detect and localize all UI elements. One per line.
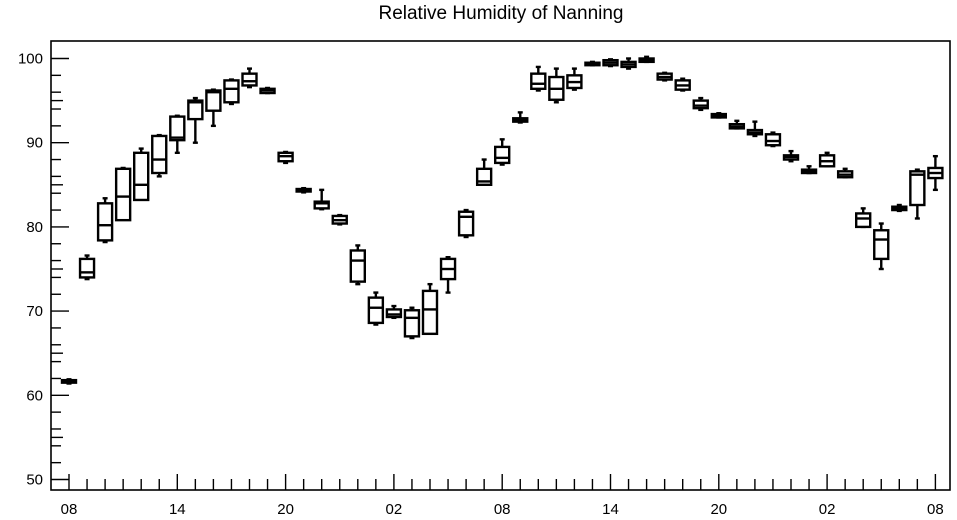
box-27 — [548, 67, 565, 104]
axes: 50 60 70 80 90 100 08 14 20 02 08 14 20 02 08 — [18, 40, 951, 518]
box-38 — [746, 120, 764, 138]
y-tick-label: 60 — [26, 387, 43, 404]
box-1 — [78, 254, 96, 281]
box-body — [223, 79, 240, 104]
box-44 — [855, 207, 872, 229]
x-tick-label: 02 — [819, 501, 836, 518]
box-3 — [114, 166, 132, 222]
box-body — [78, 257, 96, 279]
box-body — [421, 289, 439, 336]
box-32 — [638, 55, 655, 64]
box-43 — [836, 167, 854, 179]
x-tick-label: 14 — [602, 501, 619, 518]
box-body — [494, 145, 511, 165]
box-18 — [385, 304, 403, 320]
x-tick-label: 08 — [927, 501, 944, 518]
box-body — [132, 151, 150, 202]
box-23 — [475, 158, 493, 187]
box-10 — [241, 67, 258, 89]
box-body — [151, 134, 168, 175]
box-29 — [584, 60, 601, 67]
box-19 — [403, 306, 421, 340]
x-tick-label: 20 — [277, 501, 294, 518]
y-tick-label: 50 — [26, 472, 43, 489]
box-body — [873, 229, 890, 261]
box-body — [187, 99, 204, 121]
box-body — [349, 249, 366, 283]
box-body — [367, 296, 385, 325]
box-35 — [692, 96, 709, 112]
box-body — [403, 309, 421, 338]
box-31 — [620, 57, 637, 70]
box-15 — [331, 213, 348, 226]
box-body — [241, 72, 258, 87]
box-body — [205, 89, 222, 112]
box-body — [855, 212, 872, 229]
box-42 — [818, 151, 836, 168]
box-28 — [566, 67, 583, 91]
box-body — [313, 200, 330, 210]
box-34 — [674, 77, 691, 92]
box-21 — [439, 256, 457, 294]
box-6 — [169, 114, 186, 155]
box-39 — [764, 131, 782, 148]
box-14 — [313, 188, 330, 211]
box-body — [909, 170, 926, 207]
box-37 — [728, 119, 746, 130]
box-5 — [151, 133, 168, 178]
box-2 — [96, 197, 114, 244]
y-tick-label: 70 — [26, 303, 43, 320]
box-body — [96, 202, 114, 242]
y-tick-label: 100 — [18, 51, 43, 68]
box-13 — [295, 186, 312, 194]
x-tick-label: 08 — [61, 501, 78, 518]
box-24 — [494, 138, 511, 166]
box-9 — [223, 78, 240, 106]
box-17 — [367, 291, 385, 326]
y-tick-label: 80 — [26, 219, 43, 236]
box-body — [114, 167, 132, 222]
y-tick-label: 90 — [26, 135, 43, 152]
box-26 — [530, 65, 547, 92]
box-30 — [602, 58, 619, 68]
boxes — [60, 55, 944, 385]
box-33 — [656, 71, 673, 82]
box-16 — [349, 244, 366, 286]
x-tick-label: 08 — [494, 501, 511, 518]
box-body — [692, 99, 709, 110]
plot-frame — [50, 40, 951, 491]
box-20 — [421, 282, 439, 336]
box-48 — [927, 154, 944, 192]
box-7 — [187, 96, 204, 144]
box-36 — [710, 112, 727, 119]
box-0 — [60, 378, 78, 385]
box-46 — [891, 203, 908, 213]
box-40 — [782, 149, 800, 163]
box-8 — [205, 88, 222, 128]
chart-title: Relative Humidity of Nanning — [378, 3, 624, 24]
box-body — [764, 133, 782, 147]
box-12 — [277, 150, 294, 165]
box-45 — [873, 222, 890, 271]
box-body — [530, 72, 547, 91]
box-body — [169, 115, 186, 142]
x-tick-label: 14 — [169, 501, 186, 518]
x-tick-label: 20 — [710, 501, 727, 518]
box-body — [457, 210, 475, 237]
box-body — [385, 308, 403, 319]
box-41 — [800, 165, 818, 175]
box-47 — [909, 168, 926, 220]
box-25 — [512, 111, 529, 124]
box-4 — [132, 147, 150, 202]
x-tick-label: 02 — [386, 501, 403, 518]
box-11 — [259, 86, 276, 95]
box-22 — [457, 208, 475, 239]
